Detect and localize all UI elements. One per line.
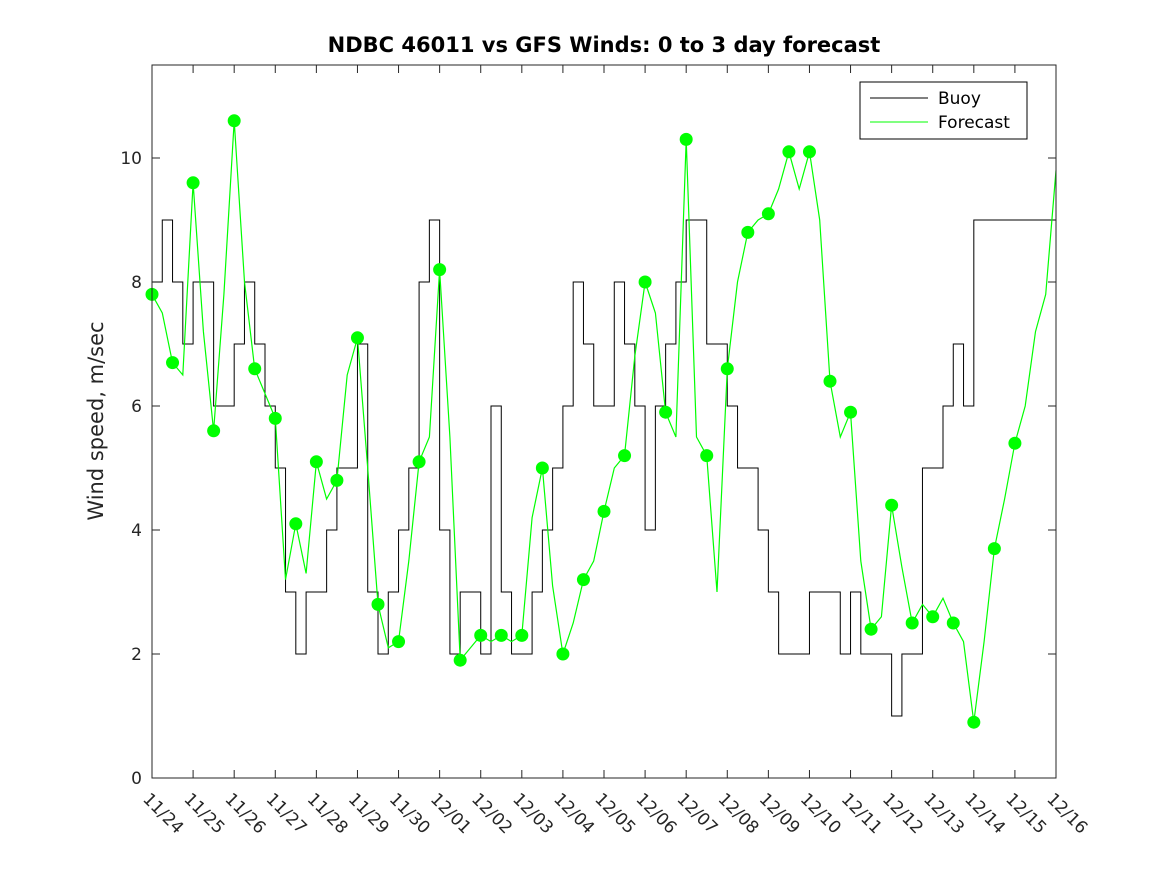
forecast-marker <box>576 573 590 587</box>
y-tick-label: 10 <box>120 149 142 169</box>
chart-title: NDBC 46011 vs GFS Winds: 0 to 3 day fore… <box>328 33 881 57</box>
forecast-marker <box>350 331 364 345</box>
legend: Buoy Forecast <box>859 81 1028 140</box>
y-tick-label: 8 <box>131 273 142 293</box>
forecast-marker <box>802 145 816 159</box>
forecast-marker <box>227 114 241 128</box>
y-tick-label: 2 <box>131 645 142 665</box>
forecast-marker <box>186 176 200 190</box>
forecast-marker <box>309 455 323 469</box>
forecast-marker <box>494 628 508 642</box>
forecast-marker <box>597 504 611 518</box>
forecast-marker <box>782 145 796 159</box>
forecast-marker <box>474 628 488 642</box>
legend-box <box>859 81 1028 140</box>
forecast-marker <box>556 647 570 661</box>
forecast-marker <box>453 653 467 667</box>
forecast-marker <box>618 449 632 463</box>
forecast-marker <box>720 362 734 376</box>
forecast-marker <box>700 449 714 463</box>
forecast-marker <box>823 374 837 388</box>
plot-area <box>152 65 1056 778</box>
y-tick-label: 6 <box>131 397 142 417</box>
forecast-marker <box>946 616 960 630</box>
forecast-marker <box>268 411 282 425</box>
forecast-marker <box>289 517 303 531</box>
forecast-marker <box>761 207 775 221</box>
y-axis-label: Wind speed, m/sec <box>84 321 108 520</box>
forecast-marker <box>967 715 981 729</box>
forecast-marker <box>207 424 221 438</box>
forecast-marker <box>392 635 406 649</box>
forecast-marker <box>371 597 385 611</box>
forecast-marker <box>330 473 344 487</box>
forecast-marker <box>248 362 262 376</box>
legend-buoy-label: Buoy <box>938 89 981 109</box>
forecast-marker <box>1008 436 1022 450</box>
forecast-marker <box>638 275 652 289</box>
forecast-marker <box>659 405 673 419</box>
forecast-marker <box>535 461 549 475</box>
forecast-marker <box>926 610 940 624</box>
plot-frame <box>151 64 1057 779</box>
legend-forecast-label: Forecast <box>938 113 1010 133</box>
forecast-marker <box>987 542 1001 556</box>
y-tick-label: 4 <box>131 521 142 541</box>
forecast-marker <box>515 628 529 642</box>
forecast-marker <box>433 263 447 277</box>
forecast-marker <box>844 405 858 419</box>
forecast-marker <box>679 132 693 146</box>
forecast-marker <box>905 616 919 630</box>
forecast-marker <box>864 622 878 636</box>
forecast-marker <box>885 498 899 512</box>
forecast-marker <box>741 225 755 239</box>
y-tick-label: 0 <box>131 769 142 789</box>
forecast-marker <box>166 356 180 370</box>
forecast-marker <box>412 455 426 469</box>
